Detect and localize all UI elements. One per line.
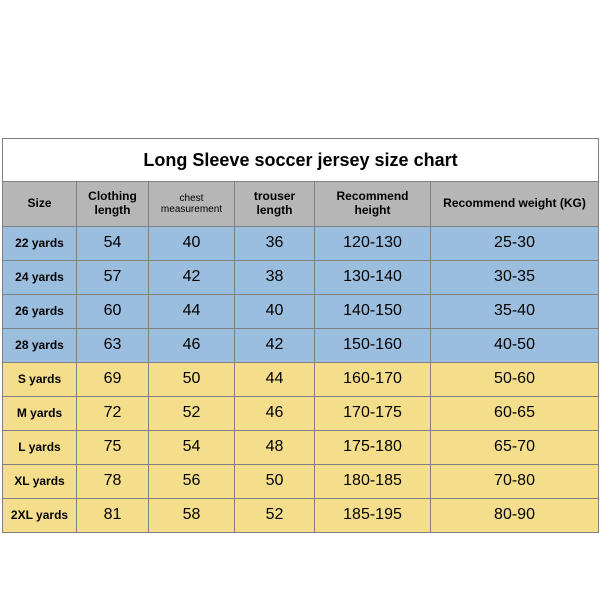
table-row: S yards695044160-17050-60 — [3, 363, 599, 397]
table-row: XL yards785650180-18570-80 — [3, 465, 599, 499]
data-cell: 50-60 — [431, 363, 599, 397]
data-cell: 40 — [149, 227, 235, 261]
data-cell: 58 — [149, 499, 235, 533]
data-cell: 65-70 — [431, 431, 599, 465]
data-cell: 50 — [149, 363, 235, 397]
data-cell: 52 — [235, 499, 315, 533]
data-cell: 38 — [235, 261, 315, 295]
table-row: 2XL yards815852185-19580-90 — [3, 499, 599, 533]
size-cell: XL yards — [3, 465, 77, 499]
size-cell: 2XL yards — [3, 499, 77, 533]
column-header-trouser: trouser length — [235, 182, 315, 227]
table-row: 26 yards604440140-15035-40 — [3, 295, 599, 329]
data-cell: 46 — [235, 397, 315, 431]
data-cell: 130-140 — [315, 261, 431, 295]
table-row: 28 yards634642150-16040-50 — [3, 329, 599, 363]
data-cell: 52 — [149, 397, 235, 431]
size-cell: 28 yards — [3, 329, 77, 363]
size-chart-container: Long Sleeve soccer jersey size chart Siz… — [2, 138, 598, 533]
size-cell: M yards — [3, 397, 77, 431]
data-cell: 80-90 — [431, 499, 599, 533]
data-cell: 69 — [77, 363, 149, 397]
data-cell: 36 — [235, 227, 315, 261]
data-cell: 81 — [77, 499, 149, 533]
data-cell: 78 — [77, 465, 149, 499]
data-cell: 60 — [77, 295, 149, 329]
size-cell: 24 yards — [3, 261, 77, 295]
table-row: L yards755448175-18065-70 — [3, 431, 599, 465]
data-cell: 54 — [77, 227, 149, 261]
data-cell: 70-80 — [431, 465, 599, 499]
table-title: Long Sleeve soccer jersey size chart — [3, 139, 599, 182]
data-cell: 35-40 — [431, 295, 599, 329]
table-body: 22 yards544036120-13025-3024 yards574238… — [3, 227, 599, 533]
data-cell: 180-185 — [315, 465, 431, 499]
size-chart-table: Long Sleeve soccer jersey size chart Siz… — [2, 138, 599, 533]
data-cell: 75 — [77, 431, 149, 465]
column-header-weight: Recommend weight (KG) — [431, 182, 599, 227]
data-cell: 60-65 — [431, 397, 599, 431]
table-header-row: SizeClothing lengthchest measurementtrou… — [3, 182, 599, 227]
data-cell: 57 — [77, 261, 149, 295]
data-cell: 44 — [235, 363, 315, 397]
data-cell: 40-50 — [431, 329, 599, 363]
table-title-row: Long Sleeve soccer jersey size chart — [3, 139, 599, 182]
table-row: 24 yards574238130-14030-35 — [3, 261, 599, 295]
data-cell: 42 — [149, 261, 235, 295]
column-header-cloth: Clothing length — [77, 182, 149, 227]
data-cell: 42 — [235, 329, 315, 363]
data-cell: 175-180 — [315, 431, 431, 465]
data-cell: 72 — [77, 397, 149, 431]
data-cell: 46 — [149, 329, 235, 363]
column-header-chest: chest measurement — [149, 182, 235, 227]
data-cell: 140-150 — [315, 295, 431, 329]
data-cell: 25-30 — [431, 227, 599, 261]
data-cell: 48 — [235, 431, 315, 465]
data-cell: 63 — [77, 329, 149, 363]
table-row: M yards725246170-17560-65 — [3, 397, 599, 431]
data-cell: 40 — [235, 295, 315, 329]
column-header-size: Size — [3, 182, 77, 227]
table-row: 22 yards544036120-13025-30 — [3, 227, 599, 261]
data-cell: 120-130 — [315, 227, 431, 261]
data-cell: 54 — [149, 431, 235, 465]
data-cell: 160-170 — [315, 363, 431, 397]
size-cell: L yards — [3, 431, 77, 465]
size-cell: 26 yards — [3, 295, 77, 329]
data-cell: 50 — [235, 465, 315, 499]
data-cell: 185-195 — [315, 499, 431, 533]
data-cell: 56 — [149, 465, 235, 499]
size-cell: 22 yards — [3, 227, 77, 261]
size-cell: S yards — [3, 363, 77, 397]
data-cell: 150-160 — [315, 329, 431, 363]
data-cell: 170-175 — [315, 397, 431, 431]
column-header-height: Recommend height — [315, 182, 431, 227]
data-cell: 44 — [149, 295, 235, 329]
data-cell: 30-35 — [431, 261, 599, 295]
